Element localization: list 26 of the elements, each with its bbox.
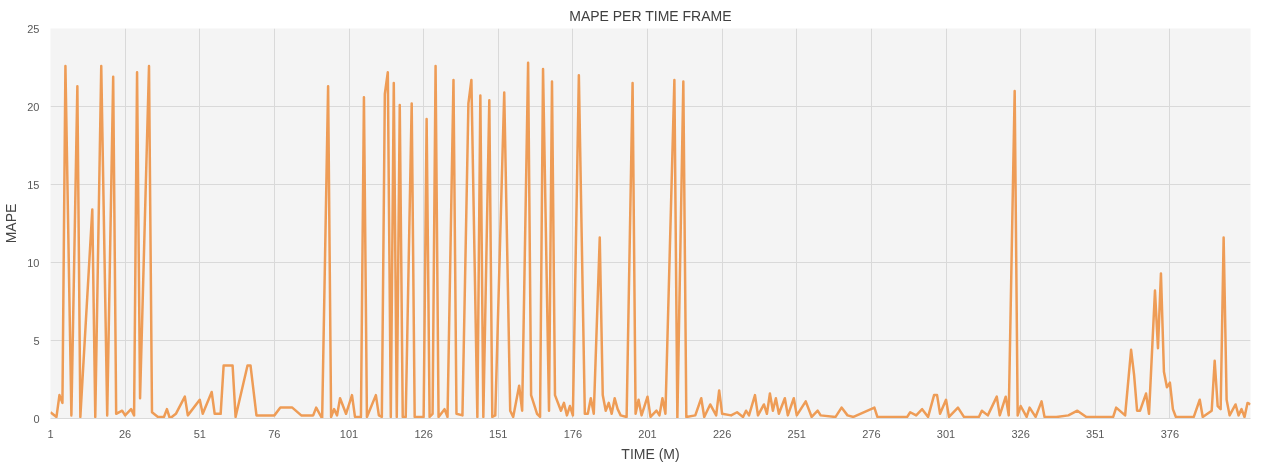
x-tick-label: 176 xyxy=(563,427,583,440)
x-tick-label: 351 xyxy=(1086,427,1105,440)
y-tick-label: 25 xyxy=(27,22,40,35)
x-tick-label: 76 xyxy=(268,427,281,440)
x-tick-label: 376 xyxy=(1160,427,1180,440)
y-tick-label: 15 xyxy=(27,178,40,191)
y-tick-label: 20 xyxy=(27,100,40,113)
y-tick-label: 0 xyxy=(33,412,40,425)
x-tick-label: 301 xyxy=(936,427,956,440)
x-tick-label: 276 xyxy=(862,427,881,440)
y-axis-title: MAPE xyxy=(3,203,20,244)
x-tick-label: 151 xyxy=(489,427,508,440)
x-tick-label: 51 xyxy=(193,427,206,440)
x-tick-label: 26 xyxy=(119,427,132,440)
x-tick-label: 226 xyxy=(712,427,732,440)
chart-title: MAPE PER TIME FRAME xyxy=(569,7,732,24)
x-tick-label: 126 xyxy=(414,427,433,440)
line-series xyxy=(50,61,1251,419)
x-tick-label: 201 xyxy=(638,427,657,440)
x-tick-label: 326 xyxy=(1011,427,1030,440)
x-tick-label: 251 xyxy=(787,427,806,440)
x-tick-label: 101 xyxy=(339,427,359,440)
x-tick-label: 1 xyxy=(47,427,54,440)
x-axis-title: TIME (M) xyxy=(621,445,680,462)
y-tick-label: 10 xyxy=(27,256,40,269)
y-tick-label: 5 xyxy=(33,334,40,347)
